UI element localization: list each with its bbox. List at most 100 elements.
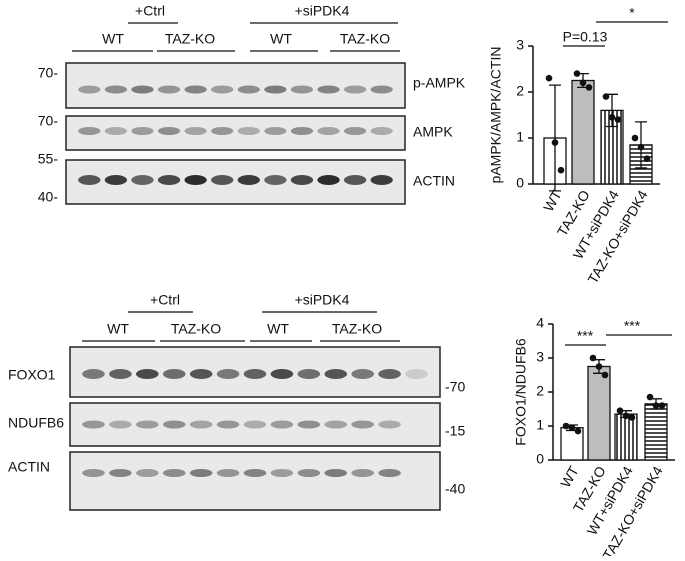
band: [78, 175, 101, 185]
band: [290, 127, 314, 135]
mw-marker: -15: [445, 423, 465, 439]
band: [297, 469, 321, 477]
y-tick-label: 0: [516, 175, 524, 191]
data-point: [628, 414, 636, 421]
y-tick-label: 2: [516, 83, 524, 99]
mw-marker: 55-: [38, 151, 59, 167]
mw-marker: -70: [445, 379, 465, 395]
band: [162, 469, 186, 477]
band: [270, 420, 294, 429]
band: [264, 175, 287, 185]
data-point: [589, 354, 597, 362]
band: [184, 127, 207, 135]
x-tick-label: WT: [540, 187, 565, 214]
blot-panel: [69, 402, 441, 447]
lane-label: WT: [107, 321, 129, 337]
y-tick-label: 3: [536, 349, 544, 365]
bar: [614, 413, 638, 461]
data-point: [585, 84, 593, 91]
band: [324, 420, 348, 429]
band: [297, 420, 321, 429]
band: [184, 85, 207, 94]
band: [405, 369, 428, 379]
band: [324, 369, 348, 379]
band: [370, 175, 393, 185]
band: [211, 127, 234, 135]
band: [237, 175, 260, 185]
band: [157, 127, 181, 135]
band: [131, 175, 154, 185]
band: [243, 420, 267, 429]
band: [270, 469, 294, 477]
band: [216, 420, 240, 429]
row-label: AMPK: [413, 124, 453, 140]
group-label: +Ctrl: [150, 292, 180, 308]
y-axis-title: FOXO1/NDUFB6: [513, 338, 529, 446]
band: [162, 420, 186, 429]
data-point: [614, 116, 622, 123]
band: [343, 85, 367, 94]
data-point: [637, 143, 645, 151]
band: [109, 469, 132, 477]
band: [82, 369, 105, 379]
data-point: [608, 114, 616, 121]
annotation: P=0.13: [563, 29, 608, 45]
row-label: p-AMPK: [413, 75, 466, 91]
band: [370, 127, 393, 135]
y-tick-label: 1: [516, 129, 524, 145]
blot-panel: [65, 115, 406, 151]
band: [243, 369, 267, 379]
data-point: [579, 79, 587, 87]
group-label: +siPDK4: [295, 292, 350, 308]
blot-panel: [65, 62, 406, 109]
y-tick-label: 0: [536, 451, 544, 467]
y-tick-label: 2: [536, 383, 544, 399]
data-point: [622, 412, 630, 420]
mw-marker: 40-: [38, 189, 59, 205]
lane-label: TAZ-KO: [332, 321, 382, 337]
band: [378, 369, 401, 379]
band: [104, 175, 128, 185]
mw-marker: 70-: [38, 65, 59, 81]
band: [184, 175, 207, 185]
band: [297, 369, 321, 379]
row-label: ACTIN: [8, 459, 50, 475]
band: [378, 469, 401, 477]
band: [189, 420, 213, 429]
band: [243, 469, 267, 477]
band: [82, 469, 105, 477]
lane-label: TAZ-KO: [171, 321, 221, 337]
band: [351, 369, 375, 379]
lane-label: TAZ-KO: [165, 31, 215, 47]
band: [324, 469, 348, 477]
data-point: [568, 424, 576, 432]
data-point: [595, 363, 603, 370]
band: [131, 85, 154, 94]
band: [136, 420, 159, 429]
band: [109, 369, 132, 379]
band: [216, 469, 240, 477]
band: [211, 175, 234, 185]
row-label: NDUFB6: [8, 415, 64, 431]
band: [82, 420, 105, 429]
lane-label: WT: [102, 31, 124, 47]
band: [317, 127, 340, 135]
lane-label: WT: [270, 31, 292, 47]
error-bar: [549, 84, 561, 192]
band: [317, 85, 340, 94]
mw-marker: 70-: [38, 113, 59, 129]
band: [157, 85, 181, 94]
band: [136, 469, 159, 477]
band: [104, 85, 128, 94]
blot-panel: [69, 346, 441, 398]
data-point: [574, 427, 582, 435]
band: [290, 85, 314, 94]
data-point: [631, 134, 639, 142]
bar: [571, 79, 595, 185]
band: [237, 127, 260, 135]
band: [136, 369, 159, 379]
band: [237, 85, 260, 94]
data-point: [616, 407, 624, 415]
band: [343, 127, 367, 135]
x-tick-label: WT: [557, 463, 582, 490]
